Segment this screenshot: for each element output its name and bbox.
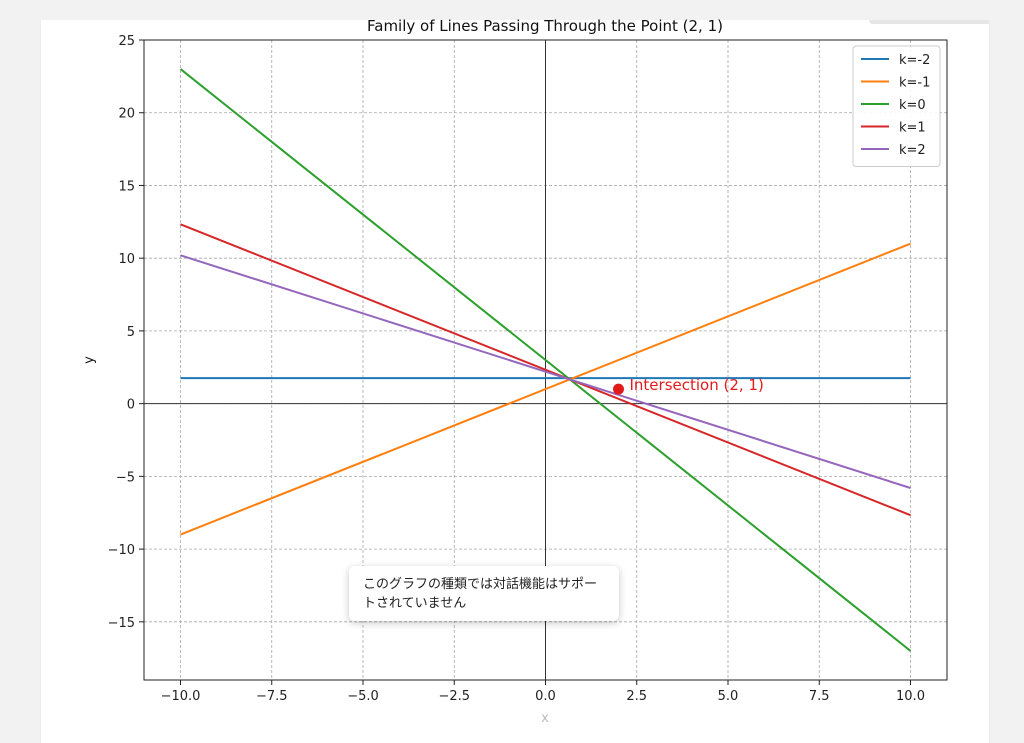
series-layer bbox=[179, 68, 912, 652]
x-tick-label: −7.5 bbox=[256, 689, 288, 704]
x-tick-label: 7.5 bbox=[809, 689, 830, 704]
x-tick-label: 10.0 bbox=[896, 689, 925, 704]
tick-layer: −10.0 −7.5 −5.0 −2.5 0.0 2.5 5.0 7.5 10.0 −15 −10 −… bbox=[108, 34, 925, 704]
panel-edge bbox=[869, 20, 989, 24]
interactivity-tooltip: このグラフの種類では対話機能はサポートされていません bbox=[349, 566, 619, 621]
y-axis-label: y bbox=[82, 356, 97, 364]
y-tick-label: 0 bbox=[127, 398, 135, 413]
x-axis-label: x bbox=[541, 711, 549, 726]
x-tick-label: 0.0 bbox=[535, 689, 556, 704]
y-tick-label: 25 bbox=[118, 34, 135, 49]
chart-title: Family of Lines Passing Through the Poin… bbox=[367, 17, 723, 35]
intersection-label: Intersection (2, 1) bbox=[630, 376, 764, 394]
series-line-k=-1 bbox=[180, 242, 911, 536]
x-tick-label: 2.5 bbox=[626, 689, 647, 704]
x-tick-label: 5.0 bbox=[718, 689, 739, 704]
y-tick-label: 15 bbox=[118, 179, 135, 194]
intersection-point bbox=[613, 383, 624, 395]
x-tick-label: −2.5 bbox=[438, 689, 470, 704]
legend-label: k=0 bbox=[899, 98, 926, 113]
y-tick-label: 5 bbox=[127, 325, 135, 340]
series-line-k=1 bbox=[180, 223, 911, 517]
series-line-k=2 bbox=[180, 254, 911, 489]
chart-card bbox=[40, 20, 990, 743]
legend-label: k=1 bbox=[899, 121, 926, 136]
series-line-k=0 bbox=[179, 68, 912, 652]
y-tick-label: −5 bbox=[116, 470, 135, 485]
legend: k=-2 k=-1 k=0 k=1 k=2 bbox=[852, 45, 941, 167]
legend-label: k=-1 bbox=[899, 76, 930, 91]
legend-label: k=-2 bbox=[899, 53, 930, 68]
x-tick-label: −5.0 bbox=[347, 689, 379, 704]
legend-box bbox=[852, 45, 941, 167]
y-tick-label: 10 bbox=[118, 252, 135, 267]
y-tick-label: −15 bbox=[108, 616, 135, 631]
y-tick-label: −10 bbox=[108, 543, 135, 558]
intersection-layer: Intersection (2, 1) bbox=[613, 376, 764, 395]
legend-label: k=2 bbox=[899, 143, 926, 158]
x-tick-label: −10.0 bbox=[161, 689, 201, 704]
y-tick-label: 20 bbox=[118, 107, 135, 122]
tooltip-text: このグラフの種類では対話機能はサポートされていません bbox=[363, 577, 598, 611]
